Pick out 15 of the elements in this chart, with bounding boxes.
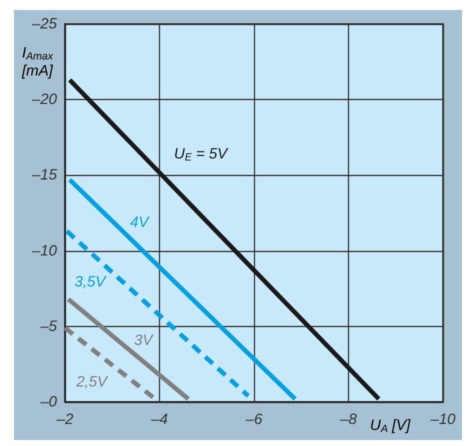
series-label: 3V bbox=[134, 332, 154, 350]
x-tick-label: –4 bbox=[150, 411, 168, 428]
series-label: 3,5V bbox=[74, 274, 108, 291]
x-tick-label: –10 bbox=[429, 411, 456, 428]
series-label: 4V bbox=[130, 214, 150, 232]
x-tick-label: –8 bbox=[339, 411, 358, 428]
series-label: 2,5V bbox=[75, 373, 110, 390]
y-tick-label: –0 bbox=[39, 394, 58, 410]
x-tick-label: –2 bbox=[56, 411, 74, 428]
y-tick-label: –10 bbox=[30, 242, 58, 260]
y-tick-label: –15 bbox=[30, 166, 58, 184]
y-tick-label: –5 bbox=[39, 318, 58, 335]
x-tick-label: –6 bbox=[244, 411, 263, 428]
y-tick-label: –20 bbox=[30, 91, 58, 108]
y-tick-label: –25 bbox=[30, 16, 58, 32]
